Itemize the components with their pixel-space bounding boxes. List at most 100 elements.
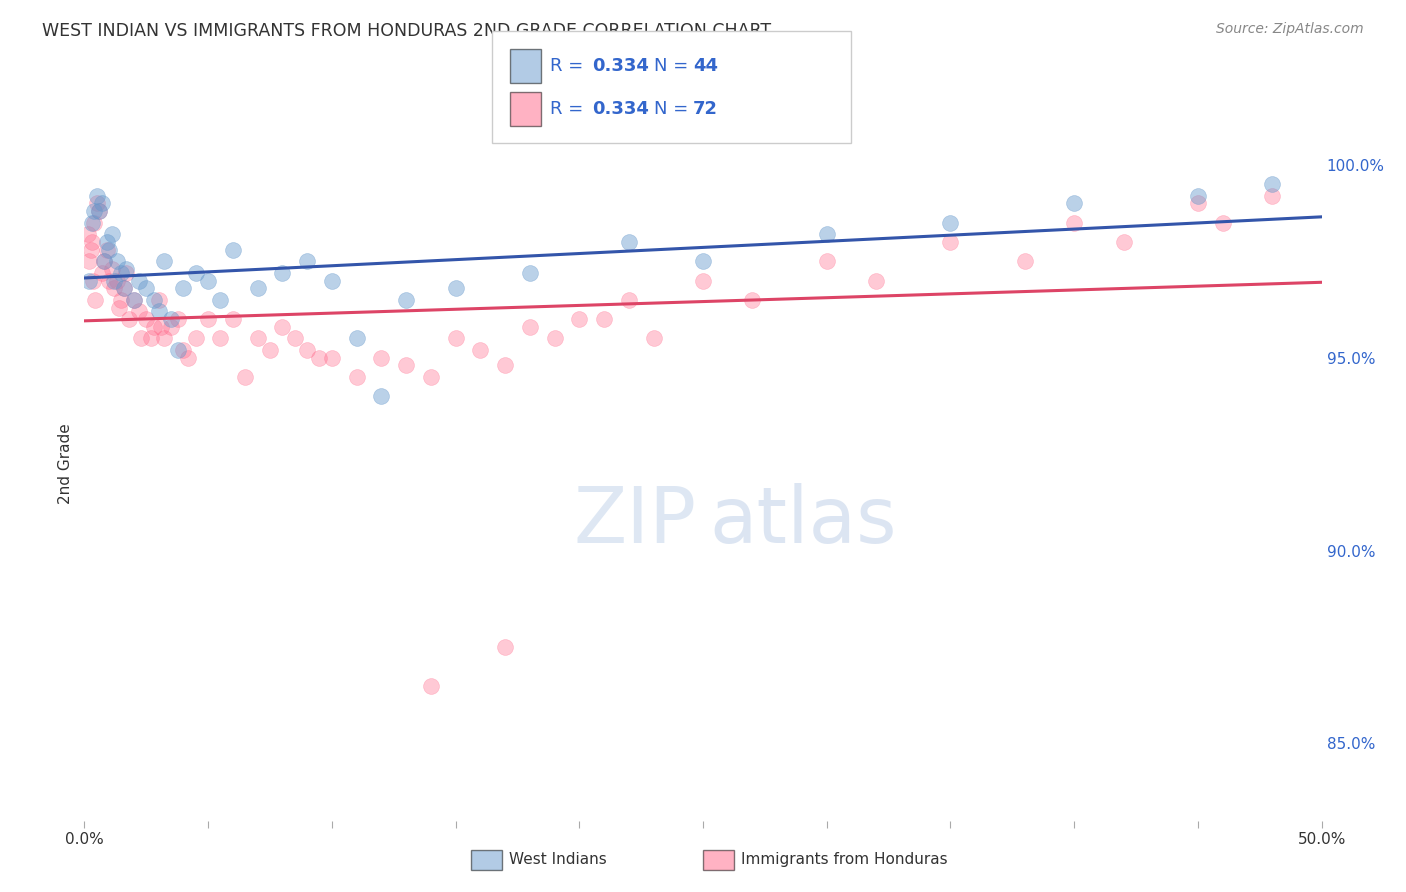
- Point: [939, 235, 962, 249]
- Point: [271, 319, 294, 334]
- Point: [815, 227, 838, 242]
- Point: [184, 331, 207, 345]
- Point: [84, 293, 107, 307]
- Point: [115, 266, 138, 280]
- Point: [98, 243, 121, 257]
- Point: [129, 331, 152, 345]
- Point: [98, 274, 121, 288]
- Point: [1187, 188, 1209, 202]
- Point: [96, 235, 118, 249]
- Point: [128, 304, 150, 318]
- Point: [167, 312, 190, 326]
- Point: [246, 331, 269, 345]
- Y-axis label: 2nd Grade: 2nd Grade: [58, 424, 73, 504]
- Point: [152, 254, 174, 268]
- Point: [83, 216, 105, 230]
- Point: [419, 679, 441, 693]
- Point: [82, 274, 104, 288]
- Point: [1112, 235, 1135, 249]
- Point: [100, 227, 122, 242]
- Point: [494, 359, 516, 373]
- Point: [419, 370, 441, 384]
- Point: [346, 370, 368, 384]
- Point: [1063, 196, 1085, 211]
- Point: [197, 312, 219, 326]
- Point: [1261, 188, 1284, 202]
- Point: [83, 204, 105, 219]
- Text: R =: R =: [550, 57, 589, 75]
- Point: [79, 254, 101, 268]
- Point: [617, 293, 640, 307]
- Point: [815, 254, 838, 268]
- Text: R =: R =: [550, 100, 589, 118]
- Point: [93, 254, 115, 268]
- Point: [222, 312, 245, 326]
- Point: [100, 262, 122, 277]
- Point: [103, 274, 125, 288]
- Point: [80, 216, 103, 230]
- Point: [89, 204, 111, 219]
- Text: Source: ZipAtlas.com: Source: ZipAtlas.com: [1216, 22, 1364, 37]
- Point: [865, 274, 887, 288]
- Point: [259, 343, 281, 357]
- Point: [295, 254, 318, 268]
- Text: 0.334: 0.334: [592, 100, 648, 118]
- Text: ZIP: ZIP: [574, 483, 697, 559]
- Point: [444, 331, 467, 345]
- Point: [79, 274, 101, 288]
- Point: [395, 293, 418, 307]
- Point: [105, 254, 128, 268]
- Point: [152, 331, 174, 345]
- Point: [160, 312, 183, 326]
- Point: [222, 243, 245, 257]
- Point: [643, 331, 665, 345]
- Point: [86, 188, 108, 202]
- Point: [118, 312, 141, 326]
- Point: [177, 351, 200, 365]
- Point: [184, 266, 207, 280]
- Text: atlas: atlas: [709, 483, 897, 559]
- Point: [148, 304, 170, 318]
- Point: [108, 301, 131, 315]
- Point: [233, 370, 256, 384]
- Point: [122, 293, 145, 307]
- Point: [593, 312, 616, 326]
- Point: [79, 243, 101, 257]
- Point: [160, 319, 183, 334]
- Point: [1014, 254, 1036, 268]
- Point: [77, 227, 100, 242]
- Point: [568, 312, 591, 326]
- Point: [692, 254, 714, 268]
- Point: [1187, 196, 1209, 211]
- Point: [246, 281, 269, 295]
- Point: [96, 243, 118, 257]
- Point: [519, 266, 541, 280]
- Point: [135, 312, 157, 326]
- Text: 44: 44: [693, 57, 718, 75]
- Text: WEST INDIAN VS IMMIGRANTS FROM HONDURAS 2ND GRADE CORRELATION CHART: WEST INDIAN VS IMMIGRANTS FROM HONDURAS …: [42, 22, 772, 40]
- Point: [135, 281, 157, 295]
- Point: [370, 389, 392, 403]
- Point: [148, 293, 170, 307]
- Point: [112, 281, 135, 295]
- Point: [271, 266, 294, 280]
- Point: [112, 281, 135, 295]
- Point: [93, 254, 115, 268]
- Text: N =: N =: [654, 57, 693, 75]
- Point: [395, 359, 418, 373]
- Point: [444, 281, 467, 295]
- Point: [128, 274, 150, 288]
- Point: [89, 204, 111, 219]
- Point: [110, 266, 132, 280]
- Text: N =: N =: [654, 100, 693, 118]
- Text: 50.0%: 50.0%: [1298, 832, 1346, 847]
- Text: Immigrants from Honduras: Immigrants from Honduras: [741, 853, 948, 867]
- Text: 72: 72: [693, 100, 718, 118]
- Point: [90, 266, 112, 280]
- Point: [115, 262, 138, 277]
- Point: [370, 351, 392, 365]
- Point: [692, 274, 714, 288]
- Point: [103, 281, 125, 295]
- Point: [470, 343, 492, 357]
- Point: [617, 235, 640, 249]
